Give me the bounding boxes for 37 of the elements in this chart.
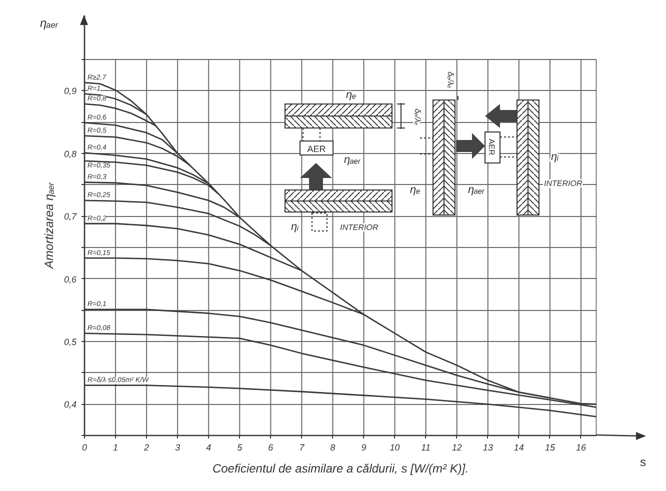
annotation: ηₑ [410, 184, 420, 196]
x-tick-label: 14 [514, 442, 524, 452]
y-tick-label: 0,4 [64, 400, 77, 410]
x-tick-label: 7 [299, 442, 306, 452]
x-tick-label: 11 [421, 442, 431, 452]
x-tick-label: 9 [361, 442, 366, 452]
y-tick-label: 0,9 [64, 86, 77, 96]
text: ηₐₑᵣ [40, 16, 59, 30]
x-tick-label: 10 [390, 442, 400, 452]
x-tick-label: 1 [113, 442, 118, 452]
annotation: AER [487, 138, 496, 156]
x-tick-label: 0 [82, 442, 88, 452]
x-tick-label: 3 [175, 442, 180, 452]
annotation: AER [307, 144, 326, 154]
x-tick-label: 16 [576, 442, 586, 452]
annotation: ηₑ [346, 89, 356, 101]
annotation: δₑ/λₑ [446, 72, 455, 88]
x-tick-label: 12 [452, 442, 462, 452]
x-tick-label: 4 [206, 442, 212, 452]
x-axis-title: Coeficientul de asimilare a căldurii, s [W/(m² K)]. [212, 462, 469, 476]
annotation: δₑ/λₑ [413, 108, 422, 126]
y-axis-title: Amortizarea ηₐₑᵣ [42, 182, 56, 270]
x-tick-label: 5 [237, 442, 244, 452]
annotation: ηₐₑᵣ [344, 154, 362, 166]
x-tick-label: 6 [268, 442, 274, 452]
x-tick-label: 2 [143, 442, 150, 452]
annotation: ηₐₑᵣ [468, 184, 486, 196]
y-tick-label: 0,6 [64, 274, 77, 284]
y-tick-label: 0,7 [64, 212, 78, 222]
text: s [640, 455, 646, 469]
x-tick-label: 8 [330, 442, 336, 452]
annotation: ηᵢ [291, 221, 300, 233]
y-tick-label: 0,5 [64, 336, 78, 347]
x-tick-label: 15 [544, 442, 556, 452]
x-tick-label: 13 [482, 442, 493, 452]
y-tick-label: 0,8 [64, 148, 77, 159]
annotation: ηᵢ [551, 151, 560, 163]
